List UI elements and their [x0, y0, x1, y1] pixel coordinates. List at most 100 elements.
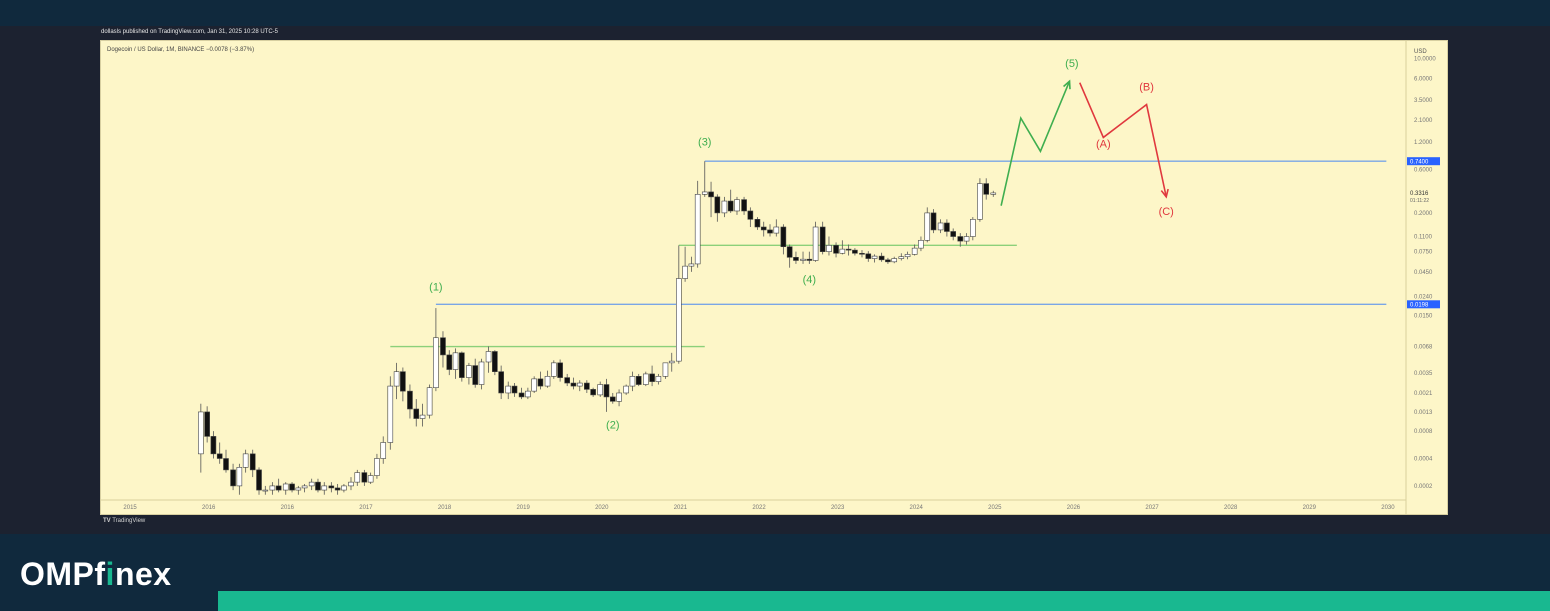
candle-down [492, 351, 498, 372]
candle-down [708, 191, 714, 198]
x-tick-label: 2020 [595, 505, 609, 511]
projection-arrowhead [1160, 188, 1169, 199]
candle-down [865, 253, 872, 259]
publish-caption: dollasls published on TradingView.com, J… [101, 29, 278, 35]
brand-suffix: nex [114, 556, 172, 592]
candle-down [256, 469, 262, 491]
candle-down [878, 255, 885, 261]
x-tick-label: 2019 [516, 505, 530, 511]
price-badge-label: 0.7400 [1410, 159, 1429, 165]
candle-up [269, 485, 276, 491]
x-tick-label: 2017 [359, 505, 373, 511]
y-tick-label: 6.0000 [1414, 76, 1433, 82]
candle-up [466, 365, 472, 378]
candle-up [478, 361, 485, 385]
candle-up [655, 376, 662, 382]
candle-down [754, 219, 761, 228]
y-tick-label: 0.0150 [1414, 313, 1433, 319]
y-tick-label: 2.1000 [1414, 118, 1433, 124]
attribution-text: TradingView [112, 518, 146, 524]
candle-up [734, 199, 740, 212]
candle-down [780, 226, 787, 248]
candle-up [321, 485, 328, 491]
candle-up [990, 192, 997, 195]
x-tick-label: 2030 [1381, 505, 1395, 511]
candle-down [564, 377, 570, 384]
candle-down [885, 259, 891, 263]
y-tick-label: 0.2000 [1414, 211, 1433, 217]
candle-up [387, 385, 394, 443]
price-badge-label: 0.0198 [1410, 303, 1429, 309]
candle-down [407, 390, 413, 410]
candle-down [223, 458, 229, 471]
candle-down [537, 378, 544, 387]
candle-down [275, 485, 282, 491]
projection-path [1079, 82, 1168, 198]
candle-down [584, 382, 590, 390]
candle-down [400, 371, 406, 392]
candle-up [812, 226, 819, 261]
candle-up [642, 373, 649, 385]
candle-up [354, 472, 361, 483]
candle-down [204, 411, 210, 437]
wave-label: (C) [1159, 206, 1174, 218]
candle-down [819, 226, 826, 252]
candle-up [452, 352, 459, 370]
brand-prefix: OMPf [20, 556, 106, 592]
candle-down [289, 483, 295, 491]
candle-up [826, 245, 832, 252]
y-tick-label: 0.0008 [1414, 429, 1433, 435]
y-tick-label: 0.0002 [1414, 484, 1433, 490]
x-tick-label: 2023 [831, 505, 845, 511]
candle-down [635, 376, 642, 385]
brand-highlight: i [105, 556, 115, 592]
wave-label: (1) [429, 282, 442, 294]
candle-up [295, 487, 302, 491]
candle-down [727, 200, 734, 212]
candle-down [786, 246, 793, 258]
candle-up [301, 485, 308, 489]
current-price-label: 0.3316 [1410, 191, 1429, 197]
y-tick-label: 0.0240 [1414, 295, 1433, 301]
candle-up [911, 247, 918, 255]
y-tick-label: 0.0013 [1414, 410, 1433, 416]
footer-bar: OMPfinex [0, 534, 1550, 611]
candle-down [216, 453, 223, 459]
candle-down [440, 337, 446, 356]
currency-label: USD [1414, 49, 1427, 55]
candle-up [348, 481, 354, 487]
candle-up [918, 239, 924, 249]
y-tick-label: 0.0021 [1414, 391, 1433, 397]
candle-up [551, 362, 557, 377]
candle-up [970, 219, 976, 237]
candle-up [485, 351, 492, 363]
y-tick-label: 0.0035 [1414, 371, 1433, 377]
candle-up [367, 475, 374, 483]
wave-label: (3) [698, 137, 711, 149]
candle-up [924, 212, 931, 241]
candle-up [682, 265, 688, 279]
candle-up [800, 258, 806, 261]
candle-down [446, 354, 453, 370]
y-tick-label: 0.0004 [1414, 457, 1433, 463]
candle-down [845, 248, 852, 251]
candle-down [249, 453, 256, 471]
y-tick-label: 0.0068 [1414, 345, 1433, 351]
candle-down [852, 249, 858, 254]
wave-label: (A) [1096, 138, 1111, 150]
candle-up [662, 362, 669, 377]
candle-down [315, 481, 321, 491]
candle-down [557, 362, 563, 378]
candle-down [741, 199, 747, 212]
candle-up [937, 222, 944, 231]
candle-down [793, 257, 799, 261]
price-badge [1407, 157, 1440, 166]
x-tick-label: 2022 [752, 505, 766, 511]
candle-up [262, 489, 269, 492]
y-tick-label: 3.5000 [1414, 98, 1433, 104]
x-tick-label: 2028 [1224, 505, 1238, 511]
candle-down [459, 352, 465, 378]
candle-up [871, 255, 878, 259]
candle-up [426, 387, 433, 416]
candle-up [616, 392, 622, 402]
